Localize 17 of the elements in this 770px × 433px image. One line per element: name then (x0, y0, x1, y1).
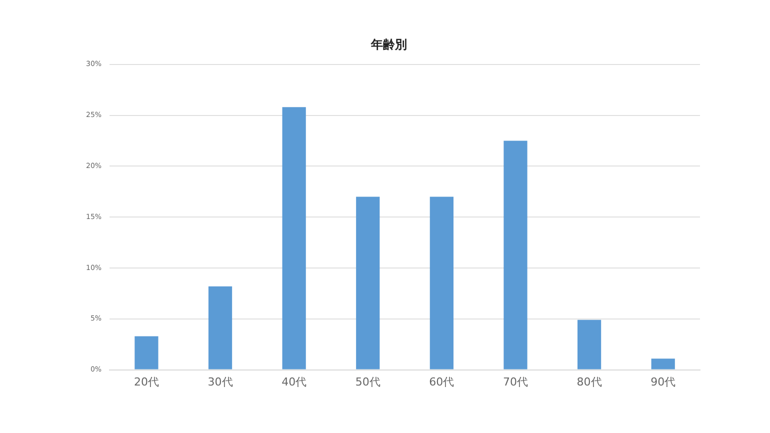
bar (651, 358, 675, 370)
bar (208, 286, 232, 370)
x-tick-label: 30代 (208, 375, 233, 388)
x-tick-label: 90代 (650, 375, 676, 388)
x-tick-label: 60代 (429, 375, 454, 388)
bar (282, 107, 306, 370)
bar (134, 336, 158, 370)
x-tick-label: 40代 (282, 375, 307, 388)
bar (356, 196, 380, 370)
bar (504, 140, 528, 370)
bar (577, 320, 602, 370)
x-tick-label: 50代 (355, 375, 380, 388)
chart-title: 年齢別 (370, 37, 407, 52)
x-tick-label: 70代 (502, 375, 528, 388)
bar (430, 196, 454, 370)
x-tick-label: 20代 (134, 375, 159, 388)
x-tick-label: 80代 (576, 375, 602, 388)
